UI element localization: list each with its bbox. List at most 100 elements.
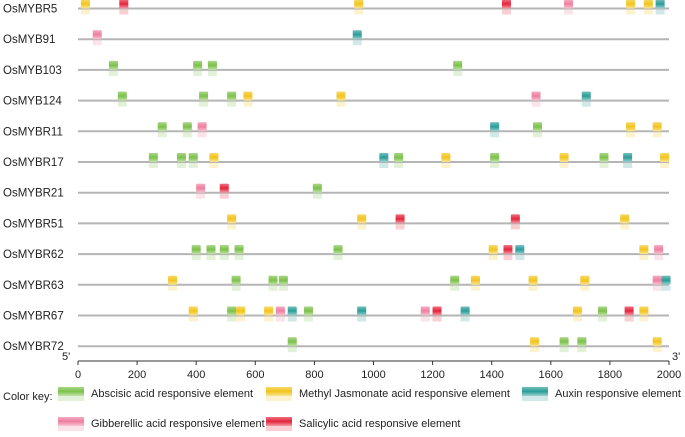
cis-element-aba: [157, 122, 167, 138]
cis-element-aba: [176, 153, 186, 168]
cis-element-meja-gloss: [80, 0, 90, 9]
cis-element-aba-reflection: [577, 347, 587, 353]
cis-element-meja-gloss: [652, 122, 662, 132]
three-prime-label: 3': [672, 351, 680, 363]
cis-element-meja-reflection: [168, 285, 178, 291]
cis-element-aba-gloss: [268, 275, 278, 285]
cis-element-aba-gloss: [227, 306, 237, 316]
cis-element-aba-reflection: [312, 193, 322, 199]
cis-element-meja-gloss: [488, 245, 498, 255]
cis-element-meja: [580, 275, 590, 291]
cis-element-meja-reflection: [354, 9, 364, 15]
cis-element-sa-reflection: [503, 255, 513, 261]
cis-element-aba-gloss: [157, 122, 167, 132]
cis-element-meja-reflection: [227, 224, 237, 230]
cis-element-meja: [559, 153, 569, 168]
tick-label: 1400: [479, 369, 503, 381]
cis-element-aba-gloss: [227, 91, 237, 101]
cis-element-aba-reflection: [227, 316, 237, 322]
cis-element-meja: [572, 306, 582, 322]
cis-element-auxin-reflection: [352, 40, 362, 46]
cis-element-aba: [227, 306, 237, 322]
cis-element-aba-reflection: [333, 255, 343, 261]
cis-element-aba-reflection: [599, 163, 609, 168]
cis-element-ga-gloss: [654, 245, 664, 255]
cis-element-sa-reflection: [395, 224, 405, 230]
cis-element-sa-gloss: [119, 0, 129, 9]
gene-row: OsMYB91: [3, 30, 669, 46]
cis-element-ga: [420, 306, 430, 322]
cis-element-aba-reflection: [231, 285, 241, 291]
cis-element-aba-reflection: [450, 285, 460, 291]
cis-element-ga-reflection: [197, 132, 207, 138]
cis-element-auxin: [515, 245, 525, 261]
cis-element-meja-gloss: [530, 337, 540, 347]
cis-element-meja-gloss: [264, 306, 274, 316]
legend-swatch-gloss: [58, 387, 84, 396]
cis-element-meja-reflection: [236, 316, 246, 322]
cis-element-auxin: [581, 91, 591, 107]
legend-swatch-gloss: [522, 387, 548, 396]
cis-element-aba-gloss: [182, 122, 192, 132]
cis-element-aba: [278, 275, 288, 291]
cis-element-aba: [599, 153, 609, 168]
cis-element-auxin-gloss: [352, 30, 362, 40]
cis-element-aba-reflection: [188, 163, 198, 168]
legend-label: Gibberellic acid responsive element: [91, 418, 265, 430]
cis-element-meja-gloss: [357, 214, 367, 224]
cis-element-meja-reflection: [559, 163, 569, 168]
cis-element-meja: [236, 306, 246, 322]
cis-element-sa: [432, 306, 442, 322]
cis-element-aba-reflection: [108, 70, 118, 76]
cis-element-meja-reflection: [530, 347, 540, 353]
cis-element-aba: [303, 306, 313, 322]
cis-element-sa-reflection: [219, 193, 229, 199]
cis-element-aba: [108, 60, 118, 76]
gene-label: OsMYBR21: [3, 188, 64, 200]
cis-element-ga-reflection: [92, 40, 102, 46]
cis-element-aba-reflection: [207, 70, 217, 76]
tick-label: 1000: [361, 369, 385, 381]
tick-label: 800: [305, 369, 323, 381]
cis-element-aba-gloss: [206, 245, 216, 255]
cis-element-auxin-gloss: [357, 306, 367, 316]
cis-element-aba: [148, 153, 158, 168]
cis-element-meja: [336, 91, 346, 107]
cis-element-auxin-gloss: [287, 306, 297, 316]
cis-element-meja-reflection: [357, 224, 367, 230]
cis-element-meja-reflection: [580, 285, 590, 291]
cis-element-sa: [219, 183, 229, 199]
cis-element-aba: [333, 245, 343, 261]
cis-element-aba-gloss: [219, 245, 229, 255]
cis-element-sa: [503, 245, 513, 261]
cis-element-auxin-reflection: [661, 285, 671, 291]
cis-element-sa: [119, 0, 129, 15]
legend-item-meja: Methyl Jasmonate acid responsive element: [266, 387, 510, 401]
legend-label: Methyl Jasmonate acid responsive element: [299, 388, 510, 400]
cis-element-meja-gloss: [626, 122, 636, 132]
tick-label: 400: [187, 369, 205, 381]
cis-element-meja-gloss: [209, 153, 219, 162]
cis-element-sa: [510, 214, 520, 230]
cis-element-aba-gloss: [303, 306, 313, 316]
cis-element-ga: [196, 183, 206, 199]
cis-element-meja-reflection: [209, 163, 219, 168]
cis-element-aba-gloss: [287, 337, 297, 347]
cis-element-meja-reflection: [243, 101, 253, 107]
cis-element-aba-reflection: [148, 163, 158, 168]
cis-element-aba: [450, 275, 460, 291]
cis-element-meja-gloss: [620, 214, 630, 224]
cis-element-aba-gloss: [278, 275, 288, 285]
cis-element-aba-reflection: [598, 316, 608, 322]
cis-element-meja-reflection: [528, 285, 538, 291]
cis-element-ga: [92, 30, 102, 46]
cis-element-aba: [231, 275, 241, 291]
cis-element-aba-reflection: [199, 101, 209, 107]
cis-element-meja: [626, 0, 636, 15]
cis-element-aba-reflection: [206, 255, 216, 261]
cis-element-aba-reflection: [219, 255, 229, 261]
cis-element-ga-reflection: [420, 316, 430, 322]
axis-ticks: 0 200 400 600 800 1000 1200 1400 1600 1800 2000: [75, 361, 681, 381]
cis-element-aba: [312, 183, 322, 199]
gene-row: OsMYB124: [3, 91, 669, 108]
